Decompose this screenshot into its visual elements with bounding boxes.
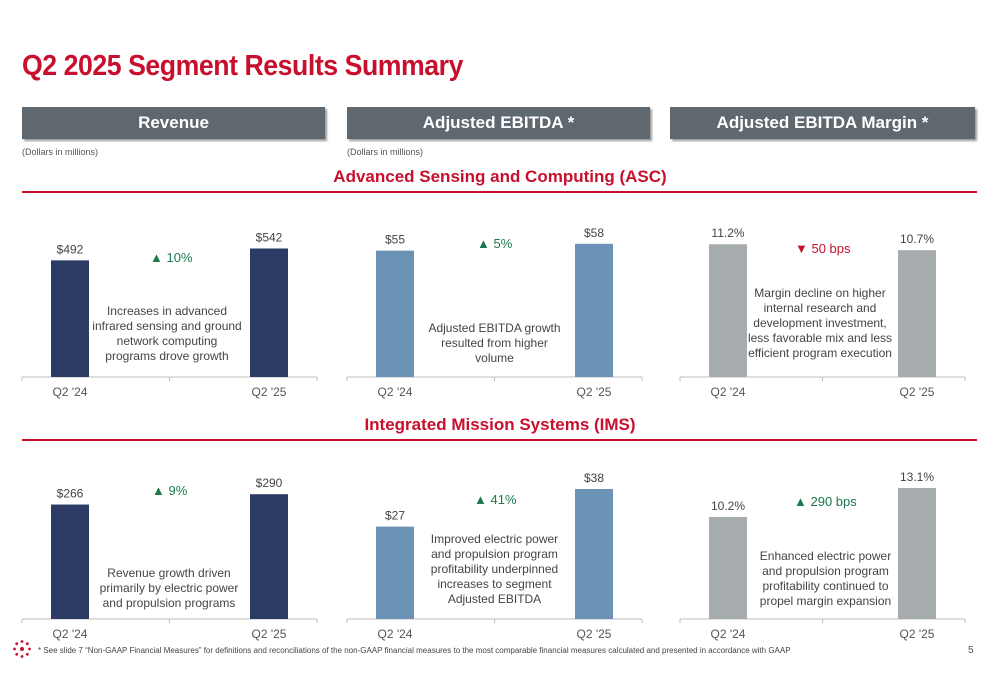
company-logo-icon bbox=[13, 640, 31, 658]
header-adjusted-ebitda-margin: Adjusted EBITDA Margin * bbox=[670, 107, 975, 139]
asc-margin-bar-q2-25 bbox=[898, 250, 936, 377]
asc-revenue-description: Increases in advanced infrared sensing a… bbox=[92, 304, 242, 363]
header-revenue-label: Revenue bbox=[138, 113, 209, 132]
asc-margin-chart-svg: 11.2% Q2 '24 10.7% Q2 '25 bbox=[679, 226, 966, 399]
asc-ebitda-category-label: Q2 '25 bbox=[577, 385, 612, 399]
asc-revenue-category-label: Q2 '25 bbox=[252, 385, 287, 399]
ims-ebitda-change: ▲ 41% bbox=[474, 492, 517, 507]
ims-margin-data-label: 10.2% bbox=[711, 499, 745, 513]
ims-ebitda-chart: $27 Q2 '24 $38 Q2 '25 ▲ 41% Improved electr… bbox=[346, 447, 643, 647]
ims-revenue-description: Revenue growth driven primarily by elect… bbox=[99, 566, 239, 610]
ims-ebitda-description: Improved electric power and propulsion p… bbox=[430, 532, 559, 606]
ims-revenue-category-label: Q2 '25 bbox=[252, 627, 287, 641]
section-rule-asc bbox=[22, 191, 977, 193]
header-adjusted-ebitda-label: Adjusted EBITDA * bbox=[422, 113, 575, 132]
page-title: Q2 2025 Segment Results Summary bbox=[22, 50, 463, 82]
asc-ebitda-description: Adjusted EBITDA growth resulted from hig… bbox=[428, 321, 561, 365]
ims-margin-description: Enhanced electric power and propulsion p… bbox=[759, 549, 892, 608]
asc-margin-data-label: 10.7% bbox=[900, 232, 934, 246]
asc-ebitda-data-label: $58 bbox=[584, 226, 604, 240]
ims-ebitda-category-label: Q2 '25 bbox=[577, 627, 612, 641]
ims-revenue-data-label: $266 bbox=[57, 487, 84, 501]
ims-revenue-data-label: $290 bbox=[256, 476, 283, 490]
asc-revenue-bar-q2-25 bbox=[250, 248, 288, 377]
ims-margin-chart-svg: 10.2% Q2 '24 13.1% Q2 '25 bbox=[679, 470, 966, 641]
ims-ebitda-chart-svg: $27 Q2 '24 $38 Q2 '25 bbox=[346, 471, 643, 641]
section-title-ims: Integrated Mission Systems (IMS) bbox=[364, 415, 636, 434]
page-number: 5 bbox=[968, 645, 974, 656]
asc-ebitda-change: ▲ 5% bbox=[477, 236, 513, 251]
asc-margin-category-label: Q2 '24 bbox=[711, 385, 746, 399]
asc-margin-bar-q2-24 bbox=[709, 244, 747, 377]
asc-ebitda-bar-q2-25 bbox=[575, 243, 613, 377]
ims-ebitda-bar-q2-25 bbox=[575, 488, 613, 619]
asc-ebitda-bar-q2-24 bbox=[376, 250, 414, 377]
ims-ebitda-data-label: $27 bbox=[385, 509, 405, 523]
ims-margin-change: ▲ 290 bps bbox=[794, 494, 857, 509]
ims-margin-data-label: 13.1% bbox=[900, 470, 934, 484]
asc-revenue-chart-svg: $492 Q2 '24 $542 Q2 '25 bbox=[21, 230, 318, 399]
ims-margin-bar-q2-25 bbox=[898, 488, 936, 619]
asc-margin-description: Margin decline on higher internal resear… bbox=[747, 286, 893, 360]
ims-revenue-bar-q2-24 bbox=[51, 504, 89, 619]
asc-revenue-data-label: $492 bbox=[57, 242, 84, 256]
asc-ebitda-chart: $55 Q2 '24 $58 Q2 '25 ▲ 5% Adjusted EBITDA … bbox=[346, 200, 643, 405]
ims-margin-bar-q2-24 bbox=[709, 517, 747, 619]
asc-ebitda-category-label: Q2 '24 bbox=[378, 385, 413, 399]
ims-revenue-category-label: Q2 '24 bbox=[53, 627, 88, 641]
asc-margin-change: ▼ 50 bps bbox=[795, 241, 851, 256]
asc-margin-chart: 11.2% Q2 '24 10.7% Q2 '25 ▼ 50 bps Margin d… bbox=[679, 200, 966, 405]
asc-ebitda-data-label: $55 bbox=[385, 233, 405, 247]
ims-margin-category-label: Q2 '25 bbox=[900, 627, 935, 641]
asc-revenue-data-label: $542 bbox=[256, 230, 283, 244]
revenue-units-note: (Dollars in millions) bbox=[22, 147, 99, 157]
ims-ebitda-bar-q2-24 bbox=[376, 526, 414, 619]
ims-margin-chart: 10.2% Q2 '24 13.1% Q2 '25 ▲ 290 bps Enhance… bbox=[679, 447, 966, 647]
ims-revenue-chart: $266 Q2 '24 $290 Q2 '25 ▲ 9% Revenue growth… bbox=[21, 447, 318, 647]
ims-revenue-chart-svg: $266 Q2 '24 $290 Q2 '25 bbox=[21, 476, 318, 641]
asc-margin-category-label: Q2 '25 bbox=[900, 385, 935, 399]
footnote: * See slide 7 “Non-GAAP Financial Measur… bbox=[38, 646, 791, 655]
header-revenue: Revenue bbox=[22, 107, 325, 139]
asc-ebitda-chart-svg: $55 Q2 '24 $58 Q2 '25 bbox=[346, 226, 643, 399]
ims-revenue-change: ▲ 9% bbox=[152, 483, 188, 498]
asc-margin-data-label: 11.2% bbox=[711, 226, 744, 240]
section-title-asc: Advanced Sensing and Computing (ASC) bbox=[333, 167, 667, 186]
asc-revenue-bar-q2-24 bbox=[51, 260, 89, 377]
asc-revenue-chart: $492 Q2 '24 $542 Q2 '25 ▲ 10% Increases in … bbox=[21, 200, 318, 405]
ebitda-units-note: (Dollars in millions) bbox=[347, 147, 424, 157]
ims-ebitda-data-label: $38 bbox=[584, 471, 604, 485]
header-adjusted-ebitda: Adjusted EBITDA * bbox=[347, 107, 650, 139]
ims-revenue-bar-q2-25 bbox=[250, 494, 288, 619]
asc-revenue-change: ▲ 10% bbox=[150, 250, 193, 265]
section-rule-ims bbox=[22, 439, 977, 441]
header-adjusted-ebitda-margin-label: Adjusted EBITDA Margin * bbox=[716, 113, 929, 132]
ims-ebitda-category-label: Q2 '24 bbox=[378, 627, 413, 641]
asc-revenue-category-label: Q2 '24 bbox=[53, 385, 88, 399]
ims-margin-category-label: Q2 '24 bbox=[711, 627, 746, 641]
